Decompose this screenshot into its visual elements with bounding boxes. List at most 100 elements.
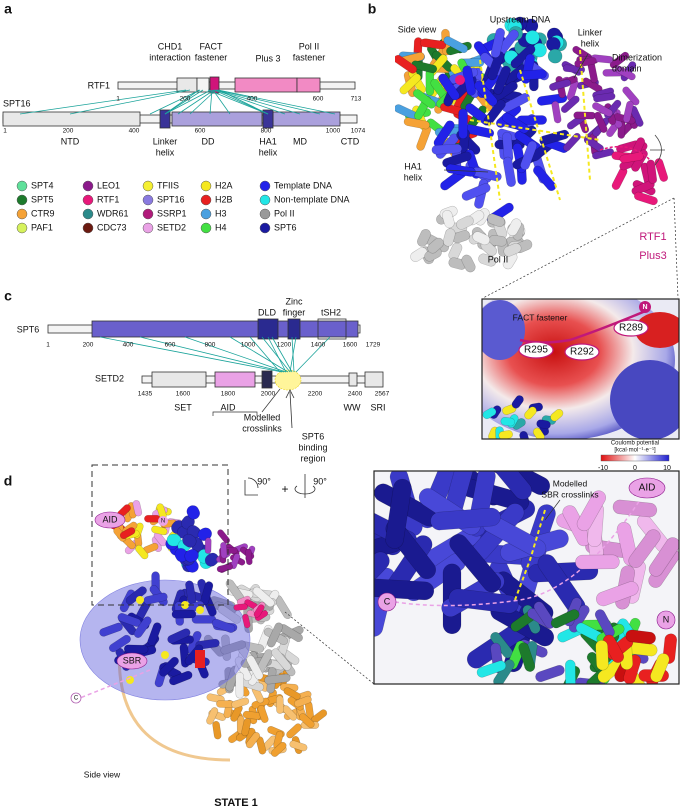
tick-label: 10: [663, 465, 671, 472]
helix: [634, 191, 658, 206]
tick-label: 1000: [241, 342, 256, 349]
tick-label: 1000: [326, 128, 341, 135]
arrow: [285, 389, 295, 429]
legend-label: LEO1: [97, 180, 120, 190]
helix: [576, 490, 607, 532]
label: Pol II: [488, 254, 509, 264]
domain: [364, 371, 384, 388]
crosslink: [215, 89, 301, 115]
label: Zinc: [285, 296, 303, 306]
tick-label: 1: [3, 128, 7, 135]
label: HA1: [259, 136, 277, 146]
legend-label: SPT16: [157, 194, 185, 204]
tick-label: 1400: [311, 342, 326, 349]
helix: [458, 108, 468, 140]
helix: [490, 27, 505, 58]
legend-marker: [259, 180, 271, 192]
label: [kcal·mol⁻¹·e⁻¹]: [614, 448, 656, 454]
helix: [487, 213, 506, 227]
helix: [442, 228, 456, 247]
tick-label: 2000: [261, 391, 276, 398]
tick-label: 1600: [176, 391, 191, 398]
helix: [166, 533, 182, 547]
label: helix: [259, 147, 278, 157]
domain: [214, 371, 256, 388]
helix: [619, 152, 644, 164]
tick-label: 600: [165, 342, 176, 349]
helix: [550, 609, 580, 629]
helix: [264, 673, 291, 685]
label: AID: [102, 514, 118, 524]
site: [136, 596, 144, 604]
tick-label: 2567: [375, 391, 390, 398]
crosslink: [139, 336, 285, 373]
helix: [186, 505, 200, 520]
label: SETD2: [95, 373, 124, 383]
colorbar: [600, 454, 670, 462]
label: CTD: [341, 136, 360, 146]
helix: [593, 92, 616, 103]
helix: [286, 723, 302, 739]
helix: [611, 167, 628, 190]
helix: [575, 554, 620, 570]
helix: [549, 79, 572, 91]
helix: [133, 616, 152, 638]
helix: [563, 132, 581, 152]
legend-marker: [16, 180, 28, 192]
label: SPT16: [3, 98, 31, 108]
helix: [441, 209, 455, 229]
domain: [296, 77, 321, 93]
frame: [481, 298, 680, 440]
label: fastener: [293, 52, 326, 62]
zoom-line: [673, 197, 679, 299]
bracket: [212, 411, 258, 416]
tick-label: 400: [129, 128, 140, 135]
helix: [533, 601, 556, 629]
crosslink: [216, 89, 321, 115]
helix: [246, 655, 264, 680]
crosslink: [218, 89, 269, 115]
label: helix: [581, 38, 600, 48]
helix: [242, 613, 251, 629]
tick-label: 600: [195, 128, 206, 135]
crosslink: [519, 69, 561, 201]
crosslink: [69, 89, 191, 115]
badge: [656, 610, 676, 630]
helix: [108, 634, 131, 653]
legend-label: SETD2: [157, 222, 186, 232]
tick-label: 400: [247, 96, 258, 103]
helix: [144, 514, 161, 523]
crosslink: [229, 336, 289, 373]
helix: [592, 102, 613, 117]
domain-diagram-c: [47, 318, 384, 429]
helix: [245, 732, 261, 749]
helix: [231, 697, 250, 709]
helix: [614, 65, 636, 81]
domain: [176, 77, 198, 93]
label: HA1: [404, 161, 422, 171]
crosslink: [189, 89, 217, 115]
crosslink: [261, 336, 291, 373]
tick-label: 2200: [308, 391, 323, 398]
helix: [431, 143, 463, 155]
legend-marker: [259, 208, 271, 220]
helix: [551, 101, 562, 124]
crosslink: [469, 119, 601, 141]
crosslink: [479, 59, 501, 201]
label: SBR crosslinks: [541, 489, 598, 499]
surface: [610, 360, 679, 439]
tick-label: 600: [313, 96, 324, 103]
zoom-line: [284, 611, 375, 685]
label: Modelled: [244, 412, 281, 422]
tick-label: 1729: [366, 342, 381, 349]
domain: [171, 111, 263, 127]
domain: [262, 109, 274, 129]
domain: [272, 111, 341, 127]
helix: [217, 529, 230, 544]
label: c: [4, 288, 12, 304]
domain: [2, 111, 141, 127]
helix: [474, 80, 498, 107]
helix: [525, 30, 540, 45]
tick-label: -10: [598, 465, 608, 472]
